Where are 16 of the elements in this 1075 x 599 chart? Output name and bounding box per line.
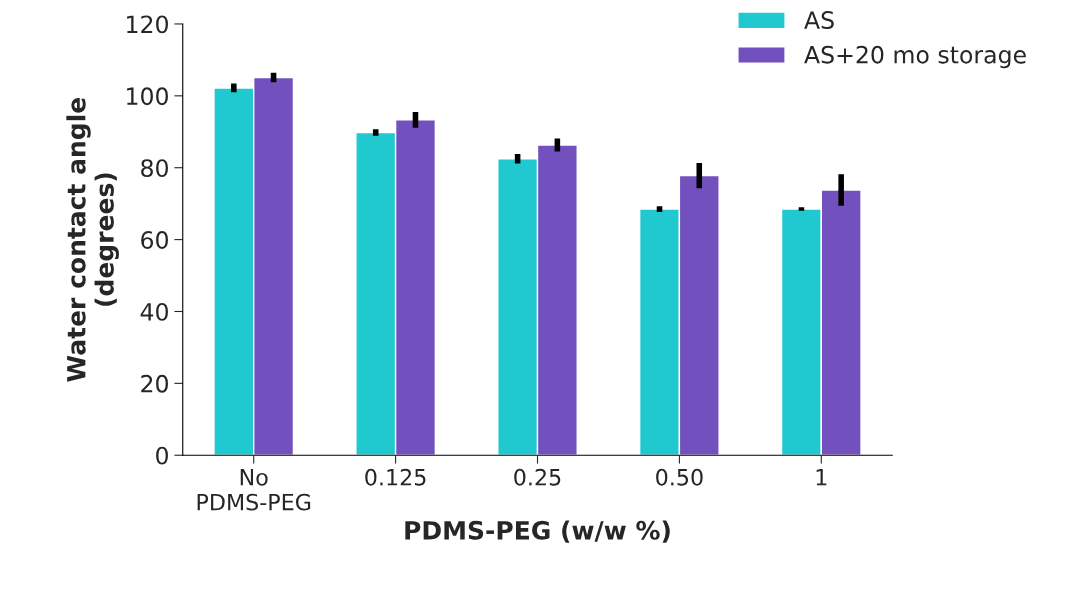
- x-tick-label: No PDMS-PEG: [197, 469, 311, 511]
- y-tick-label: 80: [141, 159, 168, 178]
- y-tick-label: 0: [156, 446, 168, 465]
- y-axis-title: Water contact angle (degrees): [66, 97, 119, 382]
- legend-label: AS+20 mo storage: [804, 45, 1026, 69]
- x-tick-label: 0.125: [365, 468, 426, 486]
- x-tick-label: 0.25: [514, 468, 561, 486]
- y-tick-label: 120: [127, 15, 168, 34]
- y-tick-label: 40: [140, 302, 168, 321]
- x-tick-label: 0.50: [656, 468, 703, 486]
- y-tick-label: 60: [141, 231, 168, 249]
- y-tick-label: 20: [141, 374, 168, 393]
- y-tick-label: 100: [127, 87, 168, 106]
- legend-label: AS: [804, 11, 834, 29]
- x-tick-label: 1: [816, 469, 827, 486]
- x-axis-title: PDMS-PEG (w/w %): [405, 520, 670, 543]
